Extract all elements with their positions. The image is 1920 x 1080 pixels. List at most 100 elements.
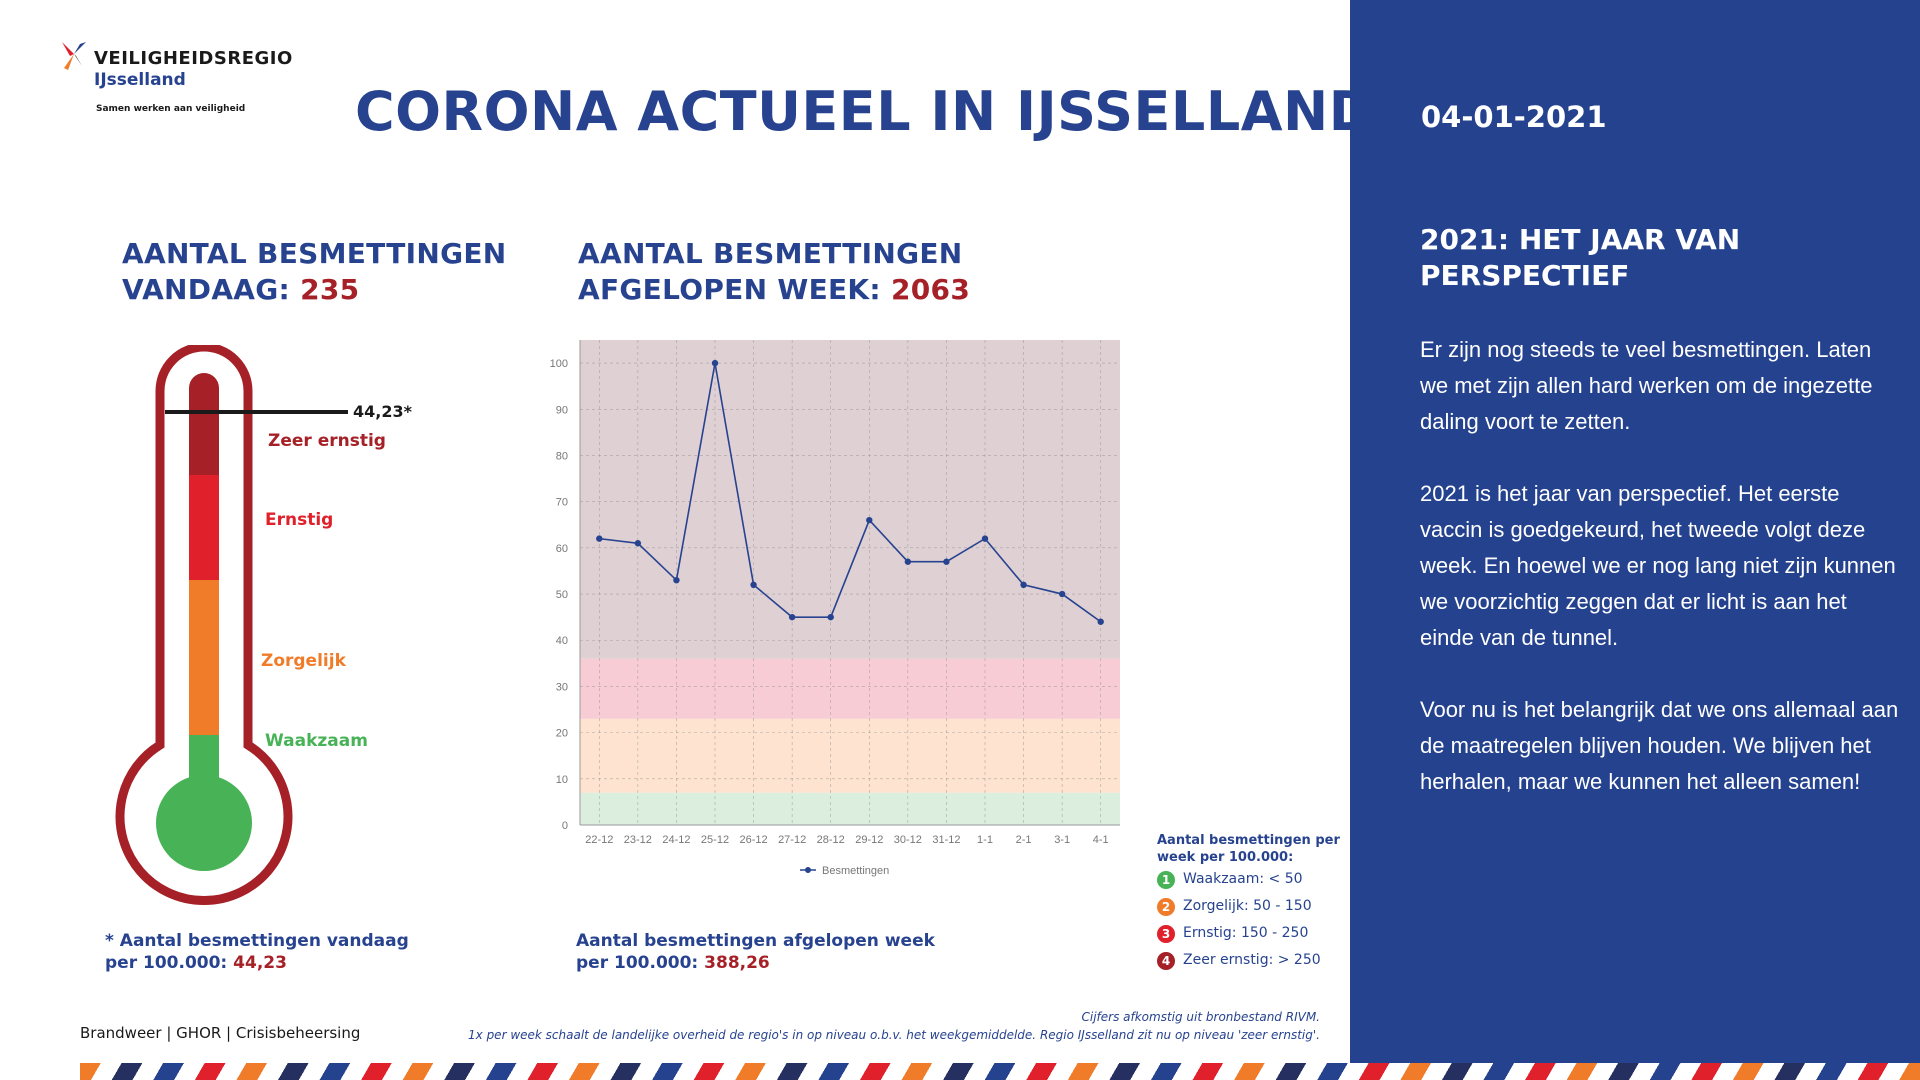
level-item-zeer-ernstig: 4 Zeer ernstig: > 250 [1157, 947, 1347, 974]
thermometer-label-ernstig: Ernstig [265, 510, 334, 530]
source-line2: 1x per week schaalt de landelijke overhe… [468, 1028, 1320, 1042]
week-title-line1: AANTAL BESMETTINGEN [578, 237, 963, 270]
decorative-stripe-border [80, 1063, 1920, 1080]
x-tick-label: 24-12 [662, 834, 690, 846]
region-star-icon [62, 42, 86, 70]
data-point [788, 613, 796, 621]
today-note-line2: per 100.000: 44,23 [105, 952, 409, 974]
source-note: Cijfers afkomstig uit bronbestand RIVM. … [420, 1008, 1320, 1044]
x-tick-label: 2-1 [1016, 834, 1032, 846]
data-point [943, 558, 950, 565]
x-tick-label: 29-12 [855, 834, 883, 846]
sidebar-heading: 2021: HET JAAR VAN PERSPECTIEF [1420, 222, 1740, 294]
chart-band [580, 658, 1120, 719]
series-line [599, 362, 1102, 623]
week-per100k-value: 388,26 [704, 953, 770, 973]
level-number-badge: 4 [1157, 952, 1175, 970]
data-point [711, 359, 719, 367]
today-per100k-note: * Aantal besmettingen vandaag per 100.00… [105, 930, 409, 974]
y-tick-label: 20 [556, 728, 568, 740]
thermometer-label-waakzaam: Waakzaam [265, 731, 368, 751]
sidebar-heading-line2: PERSPECTIEF [1420, 259, 1630, 292]
y-tick-label: 50 [556, 589, 568, 601]
footer-services: Brandweer | GHOR | Crisisbeheersing [80, 1024, 361, 1042]
sidebar-paragraph: Er zijn nog steeds te veel besmettingen.… [1420, 337, 1873, 434]
data-point [750, 581, 757, 589]
logo-region-name: IJsselland [94, 70, 186, 90]
data-point [1058, 590, 1066, 598]
y-tick-label: 0 [562, 820, 568, 832]
sidebar-date: 04-01-2021 [1421, 100, 1607, 134]
week-note-line1: Aantal besmettingen afgelopen week [576, 931, 935, 951]
page-title: CORONA ACTUEEL IN IJSSELLAND [355, 80, 1375, 143]
x-tick-label: 4-1 [1093, 834, 1109, 846]
x-tick-label: 25-12 [701, 834, 729, 846]
today-infections-title: AANTAL BESMETTINGEN VANDAAG: 235 [122, 236, 507, 308]
x-tick-label: 30-12 [894, 834, 922, 846]
chart-band [580, 718, 1120, 793]
sidebar-paragraph: Voor nu is het belangrijk dat we ons all… [1420, 697, 1899, 794]
data-point [673, 576, 680, 584]
source-line1: Cijfers afkomstig uit bronbestand RIVM. [1081, 1010, 1321, 1024]
today-note-line1: * Aantal besmettingen vandaag [105, 931, 409, 951]
thermometer-bulb [156, 775, 252, 871]
x-tick-label: 31-12 [932, 834, 960, 846]
today-note-prefix: per 100.000: [105, 953, 234, 973]
chart-svg: 0 10 20 30 40 50 60 70 80 90 100 22-12 23-12 24-12 25-… [550, 340, 1120, 877]
week-title-prefix: AFGELOPEN WEEK: [578, 273, 891, 306]
data-point [1020, 581, 1027, 589]
y-tick-label: 40 [556, 635, 568, 647]
today-count: 235 [300, 273, 360, 306]
today-per100k-value: 44,23 [233, 953, 287, 973]
x-tick-label: 27-12 [778, 834, 806, 846]
x-tick-label: 3-1 [1054, 834, 1070, 846]
thermometer: 44,23* Zeer ernstig Ernstig Zorgelijk Wa… [110, 342, 430, 915]
legend-label: Besmettingen [822, 865, 889, 877]
data-point [634, 540, 642, 547]
logo-tagline: Samen werken aan veiligheid [96, 104, 246, 114]
data-point [866, 516, 873, 524]
sidebar-body: Er zijn nog steeds te veel besmettingen.… [1420, 332, 1900, 836]
chart-band [580, 792, 1120, 825]
level-item-zorgelijk: 2 Zorgelijk: 50 - 150 [1157, 893, 1347, 920]
x-tick-label: 1-1 [977, 834, 993, 846]
sidebar: 04-01-2021 2021: HET JAAR VAN PERSPECTIE… [1350, 0, 1920, 1080]
data-point [981, 535, 989, 542]
level-item-waakzaam: 1 Waakzaam: < 50 [1157, 866, 1347, 893]
level-label: Ernstig: 150 - 250 [1183, 925, 1309, 941]
level-number-badge: 1 [1157, 871, 1175, 889]
y-tick-label: 90 [556, 404, 568, 416]
y-tick-label: 10 [556, 774, 568, 786]
level-legend-title: Aantal besmettingen per week per 100.000… [1157, 833, 1340, 865]
weekly-line-chart: 0 10 20 30 40 50 60 70 80 90 100 22-12 23-12 24-12 25-… [530, 330, 1130, 880]
chart-band [580, 340, 1120, 659]
week-note-line2: per 100.000: 388,26 [576, 952, 935, 974]
thermometer-level-ernstig [189, 475, 219, 580]
level-label: Zeer ernstig: > 250 [1183, 952, 1321, 968]
thermometer-label-zeer-ernstig: Zeer ernstig [268, 431, 386, 451]
x-tick-label: 26-12 [740, 834, 768, 846]
y-tick-label: 30 [556, 681, 568, 693]
level-item-ernstig: 3 Ernstig: 150 - 250 [1157, 920, 1347, 947]
level-number-badge: 2 [1157, 898, 1175, 916]
week-infections-title: AANTAL BESMETTINGEN AFGELOPEN WEEK: 2063 [578, 236, 970, 308]
week-count: 2063 [890, 273, 971, 306]
data-point [1097, 618, 1104, 625]
y-tick-label: 80 [556, 450, 568, 462]
level-label: Waakzaam: < 50 [1183, 871, 1303, 887]
data-point [596, 535, 603, 542]
sidebar-paragraph: 2021 is het jaar van perspectief. Het ee… [1420, 481, 1896, 650]
thermometer-level-zeer-ernstig [189, 373, 219, 475]
legend-marker [805, 867, 811, 873]
week-per100k-note: Aantal besmettingen afgelopen week per 1… [576, 930, 935, 974]
y-tick-label: 60 [556, 543, 568, 555]
thermometer-graphic [115, 342, 348, 905]
level-legend: Aantal besmettingen per week per 100.000… [1157, 832, 1347, 974]
thermometer-label-zorgelijk: Zorgelijk [261, 651, 346, 671]
data-point [904, 558, 912, 565]
region-logo: VEILIGHEIDSREGIO IJsselland Samen werken… [60, 40, 320, 130]
week-note-prefix: per 100.000: [576, 953, 705, 973]
level-number-badge: 3 [1157, 925, 1175, 943]
sidebar-heading-line1: 2021: HET JAAR VAN [1420, 223, 1741, 256]
today-title-line1: AANTAL BESMETTINGEN [122, 237, 507, 270]
